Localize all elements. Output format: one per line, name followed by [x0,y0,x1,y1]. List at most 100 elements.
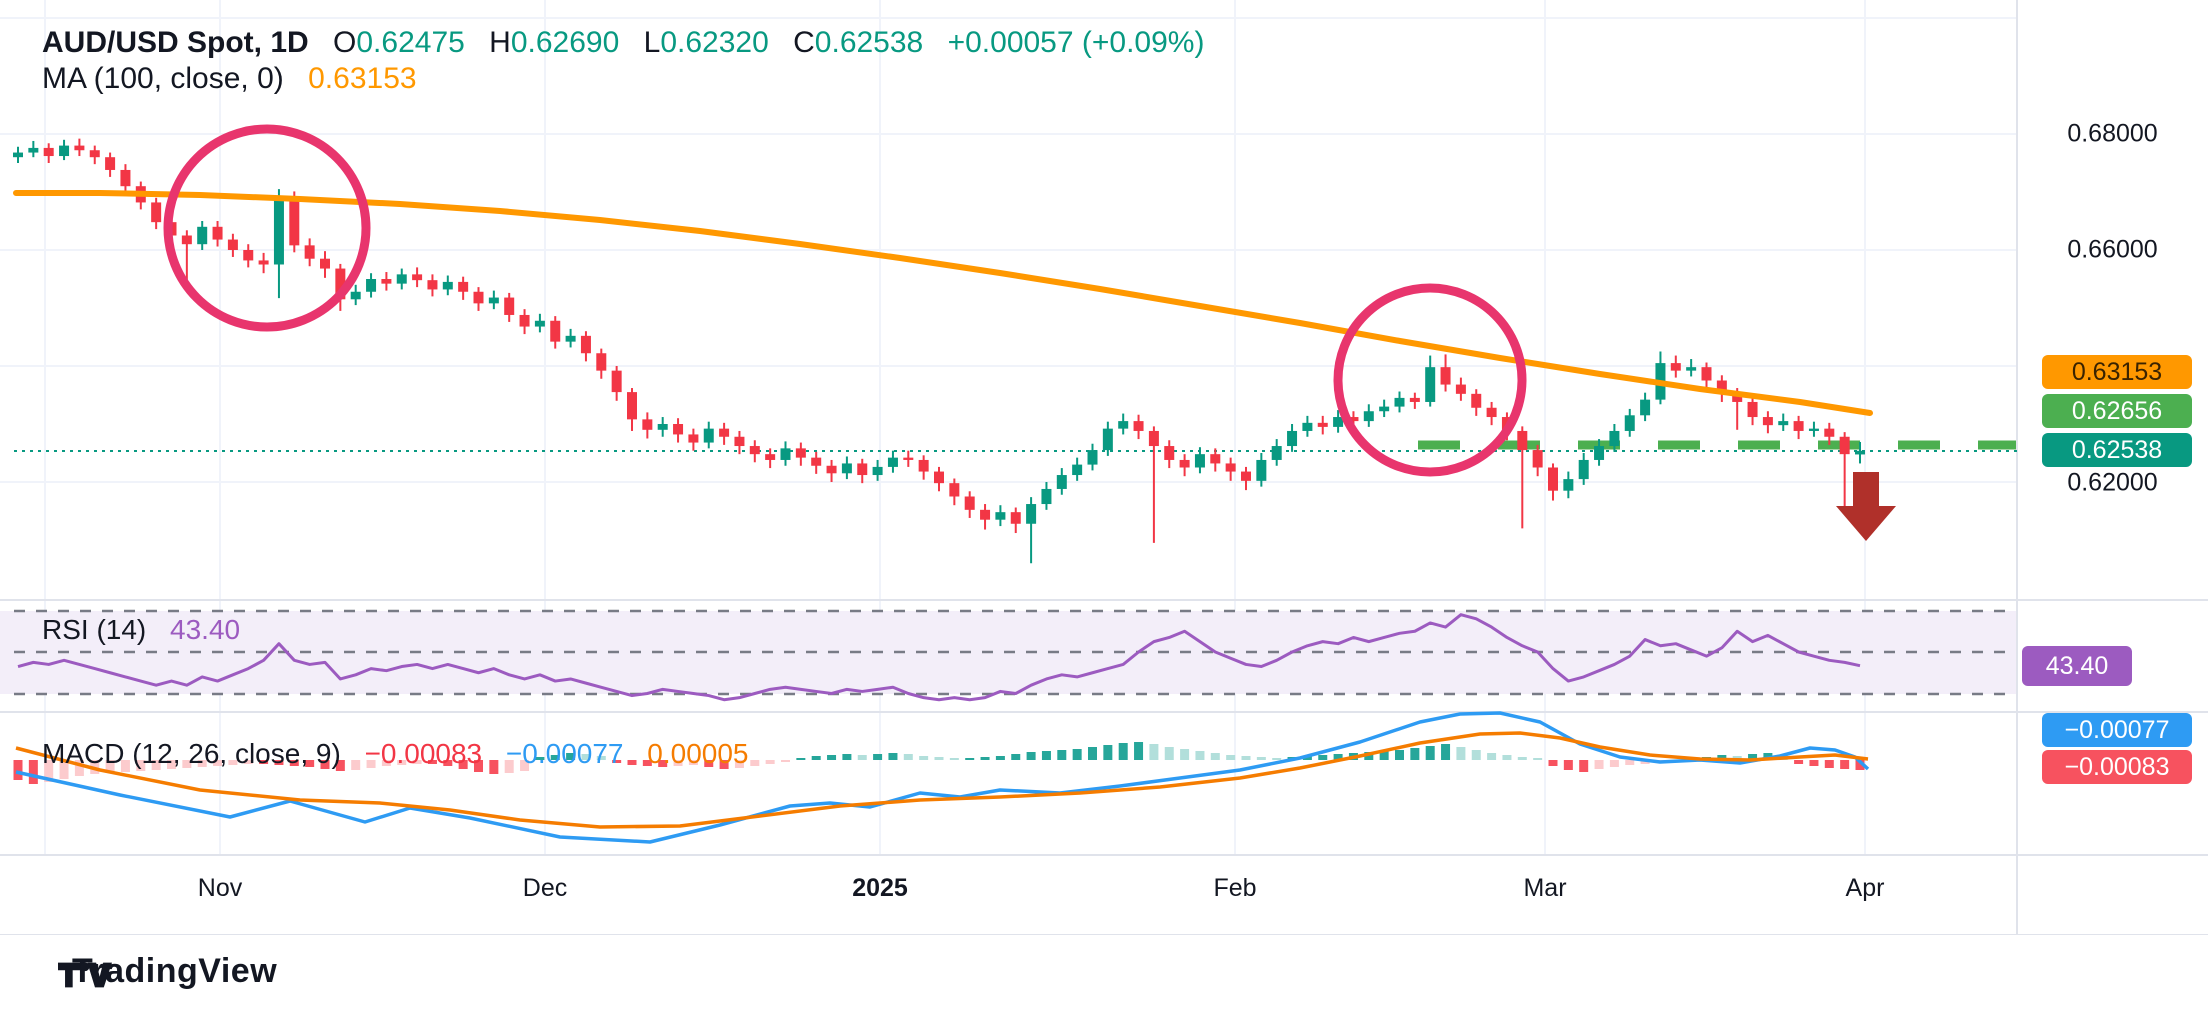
candle [227,239,238,250]
chart-canvas[interactable] [0,0,2208,935]
macd-histogram-bar [673,760,683,766]
candle [565,335,576,342]
macd-histogram-bar [535,757,545,760]
macd-histogram-bar [1563,760,1573,770]
macd-histogram-bar [1487,753,1497,760]
candle [780,448,791,460]
macd-histogram-bar [1041,751,1051,760]
candle [412,274,423,281]
macd-histogram-bar [213,760,223,766]
candle [1670,363,1681,371]
candle [1133,421,1144,431]
candle [243,250,254,261]
candle [734,436,745,447]
macd-histogram-bar [1809,760,1819,766]
macd-histogram-bar [750,760,760,766]
macd-histogram-bar [1226,755,1236,760]
candle [841,463,852,474]
macd-histogram-bar [781,760,790,762]
candle [1026,504,1037,524]
macd-histogram-bar [934,757,944,760]
candle [1333,417,1344,427]
candle [719,428,730,437]
candle [826,465,837,474]
macd-histogram-bar [1149,744,1159,760]
candle [673,424,684,435]
candle [534,320,545,327]
candle [918,459,929,472]
macd-histogram-bar [688,760,698,765]
macd-histogram-bar [1011,754,1021,760]
macd-histogram-bar [566,753,576,760]
macd-histogram-bar [1180,749,1190,760]
macd-histogram-bar [489,760,499,774]
candle [212,226,223,240]
candle [1148,430,1159,447]
candle [1532,450,1543,468]
macd-histogram-bar [274,760,284,765]
ma100-line [13,190,1873,416]
candle [1409,397,1420,402]
candle [980,509,991,520]
candle [381,279,392,284]
candle [1348,417,1359,422]
tradingview-logo[interactable]: TradingView [58,952,277,991]
macd-histogram-bar [1840,760,1850,769]
macd-histogram-bar [1579,760,1589,772]
macd-histogram-bar [28,760,38,784]
candle [811,457,822,466]
candle [1425,367,1436,402]
macd-histogram-bar [44,760,54,782]
macd-histogram-bar [397,760,407,765]
candle [458,281,469,292]
macd-histogram-bar [1134,742,1144,760]
candle [1686,367,1697,371]
candle [1056,475,1067,489]
macd-histogram-bar [857,755,867,760]
candle [366,279,377,292]
candle [1716,380,1727,394]
annotation-circle [163,124,371,332]
candle [1563,479,1574,491]
candle [1486,407,1497,418]
candle [427,280,438,290]
macd-histogram-bar [1471,750,1481,760]
candle [1087,450,1098,465]
macd-histogram-bar [842,754,852,760]
rsi-line [17,613,1861,702]
macd-histogram-bar [1609,760,1619,767]
candle [857,463,868,476]
macd-histogram-bar [320,760,330,769]
macd-histogram-bar [995,756,1005,760]
macd-histogram-bar [581,754,591,760]
candle [995,512,1006,520]
macd-histogram-bar [474,760,483,772]
candle [335,268,346,300]
macd-histogram-bar [1379,751,1389,760]
candle [151,202,162,223]
candle [1732,393,1743,402]
candle [964,496,975,510]
candle [442,281,453,290]
candle [1778,421,1789,426]
macd-histogram-bar [1088,747,1097,760]
macd-histogram-bar [627,760,637,765]
macd-histogram-bar [1533,758,1543,760]
macd-histogram-bar [919,756,929,760]
macd-histogram-bar [1072,749,1082,760]
macd-histogram-bar [1256,757,1266,760]
macd-histogram-bar [74,760,84,776]
macd-histogram-bar [827,755,837,760]
candle [289,196,300,246]
macd-histogram-bar [719,760,729,769]
candle [304,245,315,259]
candle [473,291,484,304]
macd-histogram-bar [1318,755,1328,760]
candle [1517,430,1528,451]
candle [1287,430,1298,447]
candle [181,235,192,245]
candle [43,147,54,157]
macd-histogram-bar [1456,747,1466,760]
macd-histogram-bar [1794,760,1804,764]
candle [1640,399,1651,416]
